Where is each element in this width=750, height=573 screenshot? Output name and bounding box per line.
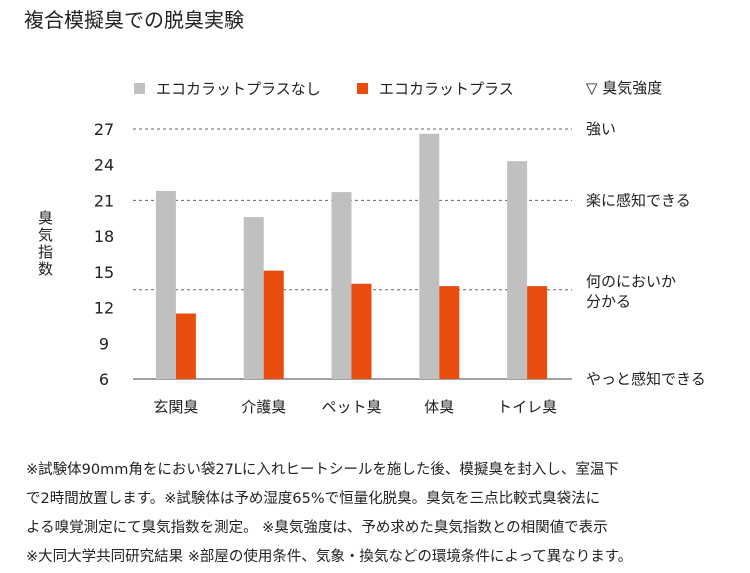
legend-swatch: [357, 83, 368, 94]
intensity-label: 強い: [586, 120, 616, 138]
footnote-line: で2時間放置します。※試験体は予め湿度65%で恒量化脱臭。臭気を三点比較式臭袋法…: [26, 491, 601, 507]
x-tick-label: 介護臭: [241, 398, 286, 416]
bar-with-ecocarat: [351, 283, 372, 379]
legend-label: エコカラットプラスなし: [156, 80, 321, 98]
footnote-line: よる嗅覚測定にて臭気指数を測定。 ※臭気強度は、予め求めた臭気指数との相関値で表…: [26, 520, 608, 536]
intensity-label: 楽に感知できる: [586, 191, 691, 209]
y-tick-label: 27: [94, 120, 114, 139]
footnote-line: ※試験体90mm角をにおい袋27Lに入れヒートシールを施した後、模擬臭を封入し、…: [26, 462, 619, 478]
y-tick-label: 21: [94, 191, 114, 210]
bar-with-ecocarat: [263, 270, 284, 379]
y-tick-label: 9: [99, 334, 109, 353]
y-tick-label: 6: [99, 370, 109, 389]
bar-with-ecocarat: [527, 286, 548, 379]
bar-without-ecocarat: [331, 192, 352, 379]
y-tick-label: 18: [94, 227, 114, 246]
footnote-line: ※大同大学共同研究結果 ※部屋の使用条件、気象・換気などの環境条件によって異なり…: [26, 549, 633, 565]
legend-label: エコカラットプラス: [379, 80, 514, 98]
y-tick-label: 15: [94, 263, 114, 282]
y-tick-label: 24: [94, 156, 114, 175]
bar-without-ecocarat: [155, 190, 176, 379]
bar-chart: 6 9 12 15 18 21 24 27 臭気指数 強い楽に感知できる何のにおいか分かるやっと感…: [36, 79, 706, 416]
x-tick-label: 玄関臭: [153, 398, 198, 416]
bar-with-ecocarat: [175, 313, 196, 379]
legend-swatch: [134, 83, 145, 94]
bar-without-ecocarat: [243, 217, 264, 379]
y-tick-label: 12: [94, 299, 114, 318]
intensity-legend-title: ▽ 臭気強度: [586, 79, 662, 97]
x-tick-label: トイレ臭: [497, 398, 557, 416]
intensity-label: 何のにおいか分かる: [586, 273, 676, 311]
intensity-label: やっと感知できる: [586, 370, 706, 388]
y-axis-label: 臭気指数: [36, 210, 54, 278]
chart-title: 複合模擬臭での脱臭実験: [24, 8, 244, 32]
footnotes: ※試験体90mm角をにおい袋27Lに入れヒートシールを施した後、模擬臭を封入し、…: [26, 456, 731, 572]
bar-without-ecocarat: [507, 161, 528, 379]
x-tick-label: ペット臭: [321, 398, 381, 416]
bar-without-ecocarat: [419, 133, 440, 379]
bar-with-ecocarat: [439, 286, 460, 379]
x-tick-label: 体臭: [424, 398, 454, 416]
